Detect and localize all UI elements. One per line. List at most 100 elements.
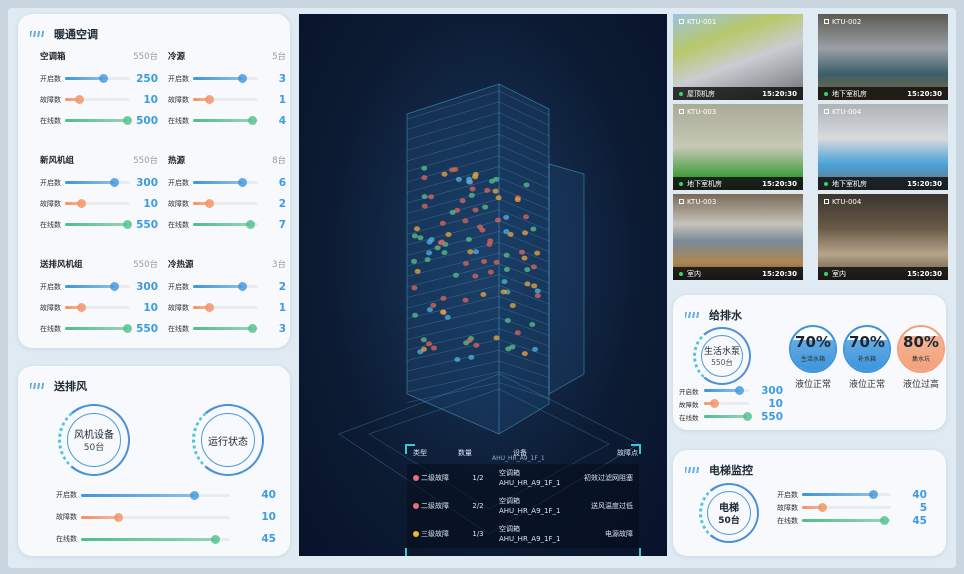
sensor-point[interactable] [411,258,418,264]
sensor-point[interactable] [501,279,508,285]
hvac-group[interactable]: 热源 8台 开启数 6 故障数 2 在线数 7 [168,154,286,235]
sensor-point[interactable] [428,194,435,200]
sensor-point[interactable] [503,214,510,220]
sensor-point[interactable] [421,203,428,209]
sensor-point[interactable] [440,309,447,315]
sensor-point[interactable] [462,218,469,224]
sensor-point[interactable] [462,261,469,267]
hvac-group[interactable]: 冷热源 3台 开启数 2 故障数 1 在线数 3 [168,258,286,339]
sensor-point[interactable] [522,230,529,236]
sensor-point[interactable] [503,252,510,258]
sensor-point[interactable] [492,188,499,194]
sensor-point[interactable] [452,272,459,278]
camera-feed[interactable]: KTU-004 室内 15:20:30 [818,194,948,280]
fault-row[interactable]: 三级故障 1/3 空调箱 AHU_HR_A9_1F_1 电源故障 [407,520,639,548]
sensor-point[interactable] [487,269,494,275]
sensor-point[interactable] [500,289,507,295]
sensor-point[interactable] [487,238,494,244]
sensor-point[interactable] [529,322,536,328]
water-tank-gauge[interactable]: 80% 集水坑 [897,325,945,373]
fault-row[interactable]: 二级故障 2/2 空调箱 AHU_HR_A9_1F_1 送风温度过低 [407,492,639,520]
sensor-point[interactable] [472,273,479,279]
sensor-point[interactable] [493,335,500,341]
sensor-point[interactable] [421,194,428,200]
pump-gauge[interactable]: 生活水泵 550台 [693,327,751,385]
run-status-gauge[interactable]: 运行状态 [192,404,264,476]
camera-feed[interactable]: KTU-001 屋顶机房 15:20:30 [673,14,803,100]
camera-feed[interactable]: KTU-002 地下室机房 15:20:30 [818,14,948,100]
sensor-point[interactable] [449,210,456,216]
building-wireframe[interactable] [299,14,667,556]
sensor-point[interactable] [530,264,537,270]
sensor-point[interactable] [489,178,496,184]
sensor-point[interactable] [439,220,446,226]
sensor-point[interactable] [411,285,418,291]
elevator-gauge[interactable]: 电梯 50台 [699,483,759,543]
sensor-point[interactable] [530,226,537,232]
camera-feed[interactable]: KTU-003 地下室机房 15:20:30 [673,104,803,190]
sensor-point[interactable] [531,283,538,289]
sensor-point[interactable] [438,239,445,245]
sensor-point[interactable] [465,236,472,242]
camera-feed[interactable]: KTU-003 室内 15:20:30 [673,194,803,280]
sensor-point[interactable] [472,207,479,213]
building-3d-view[interactable]: 类型 数量 设备 故障点 AHU_HR_A9_1F_1 二级故障 1/2 空调箱 AH… [299,14,667,556]
sensor-point[interactable] [467,249,474,255]
sensor-point[interactable] [534,250,541,256]
sensor-point[interactable] [463,340,470,346]
sensor-point[interactable] [534,288,541,294]
sensor-point[interactable] [468,192,475,198]
sensor-point[interactable] [445,232,452,238]
sensor-point[interactable] [534,293,541,299]
sensor-point[interactable] [454,356,461,362]
sensor-point[interactable] [455,176,462,182]
sensor-point[interactable] [495,195,502,201]
sensor-point[interactable] [459,198,466,204]
sensor-point[interactable] [414,226,421,232]
sensor-point[interactable] [494,217,501,223]
sensor-point[interactable] [524,281,531,287]
sensor-point[interactable] [411,233,418,239]
sensor-point[interactable] [421,175,428,181]
sensor-point[interactable] [468,354,475,360]
sensor-point[interactable] [426,250,433,256]
sensor-point[interactable] [412,312,419,318]
sensor-point[interactable] [532,346,539,352]
hvac-group[interactable]: 空调箱 550台 开启数 250 故障数 10 在线数 500 [40,50,158,131]
sensor-point[interactable] [523,214,530,220]
sensor-point[interactable] [424,257,431,263]
sensor-point[interactable] [514,197,521,203]
sensor-point[interactable] [509,303,516,309]
water-tank-gauge[interactable]: 70% 补水箱 [843,325,891,373]
sensor-point[interactable] [441,250,448,256]
sensor-point[interactable] [521,351,528,357]
sensor-point[interactable] [476,224,483,230]
sensor-point[interactable] [504,317,511,323]
sensor-point[interactable] [505,346,512,352]
sensor-point[interactable] [462,297,469,303]
sensor-point[interactable] [523,182,530,188]
hvac-group[interactable]: 新风机组 550台 开启数 300 故障数 10 在线数 550 [40,154,158,235]
sensor-point[interactable] [430,302,437,308]
sensor-point[interactable] [417,235,424,241]
sensor-point[interactable] [434,245,441,251]
sensor-point[interactable] [472,174,479,180]
hvac-group[interactable]: 送排风机组 550台 开启数 300 故障数 10 在线数 550 [40,258,158,339]
sensor-point[interactable] [518,249,525,255]
sensor-point[interactable] [503,266,510,272]
sensor-point[interactable] [482,204,489,210]
sensor-point[interactable] [473,342,480,348]
fan-device-gauge[interactable]: 风机设备 50台 [58,404,130,476]
sensor-point[interactable] [484,187,491,193]
sensor-point[interactable] [514,330,521,336]
sensor-point[interactable] [428,237,435,243]
water-tank-gauge[interactable]: 70% 生活水箱 [789,325,837,373]
camera-feed[interactable]: KTU-004 地下室机房 15:20:30 [818,104,948,190]
sensor-point[interactable] [493,259,500,265]
sensor-point[interactable] [444,314,451,320]
sensor-point[interactable] [469,186,476,192]
sensor-point[interactable] [454,207,461,213]
sensor-point[interactable] [441,171,448,177]
sensor-point[interactable] [420,346,427,352]
sensor-point[interactable] [472,249,479,255]
